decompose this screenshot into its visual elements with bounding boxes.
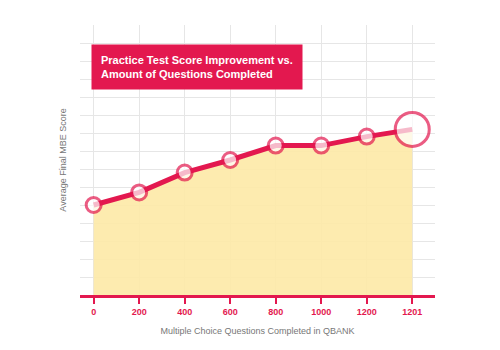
svg-text:1201: 1201 [402, 307, 422, 317]
svg-text:400: 400 [177, 307, 192, 317]
svg-text:600: 600 [223, 307, 238, 317]
svg-text:Multiple Choice Questions Comp: Multiple Choice Questions Completed in Q… [160, 326, 354, 336]
svg-text:200: 200 [132, 307, 147, 317]
svg-text:Practice Test Score Improvemen: Practice Test Score Improvement vs.Amoun… [101, 54, 293, 80]
svg-text:Average Final MBE Score: Average Final MBE Score [58, 108, 68, 211]
svg-text:800: 800 [268, 307, 283, 317]
svg-text:1000: 1000 [311, 307, 331, 317]
svg-text:1200: 1200 [357, 307, 377, 317]
svg-text:0: 0 [91, 307, 96, 317]
